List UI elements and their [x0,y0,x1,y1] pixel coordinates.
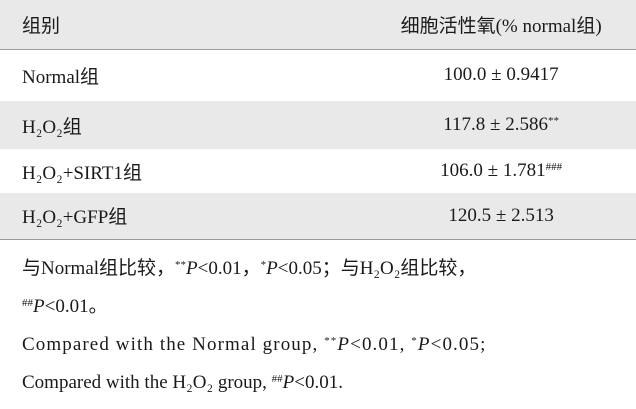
note-p: P [33,295,45,317]
value: 120.5 ± 2.513 [448,204,554,226]
note-p: P [417,333,431,355]
value: 117.8 ± 2.586 [443,114,548,135]
note-p: P [266,257,278,279]
note-text: <0.01, [350,333,412,355]
group-cell: H₂O₂+SIRT1组 [22,162,142,184]
notes: 与Normal组比较，**P<0.01，*P<0.05；与H₂O₂组比较， ##P… [0,240,636,400]
note-text: 与Normal组比较， [22,257,176,279]
row: H₂O₂+SIRT1组 106.0 ± 1.781### [0,149,636,193]
value-cell: 100.0 ± 0.9417 [166,49,636,101]
row: Normal组 100.0 ± 0.9417 [0,49,636,101]
note-mark: * [411,334,418,347]
note-mark: ## [22,296,33,309]
significance-mark: ### [545,161,563,173]
note-mark: ** [324,334,338,347]
note: Compared with the Normal group, **P<0.01… [22,324,614,362]
row: H₂O₂组 117.8 ± 2.586** [0,101,636,149]
note-mark: ** [175,258,187,271]
significance-mark: ** [547,115,559,127]
note-text: <0.01， [197,257,261,279]
data-table: 组别 细胞活性氧(% normal组) Normal组 100.0 ± 0.94… [0,0,636,240]
value-cell: 106.0 ± 1.781### [166,149,636,193]
note-text: <0.01. [294,371,343,393]
note: Compared with the H₂O₂ group, ##P<0.01. [22,362,614,400]
group-cell: H₂O₂+GFP组 [22,207,128,229]
note-p: P [282,371,295,393]
note: 与Normal组比较，**P<0.01，*P<0.05；与H₂O₂组比较， ##P… [22,248,614,324]
note-mark: * [260,258,267,271]
note-p: P [337,333,351,355]
header-cell: 细胞活性氧(% normal组) [400,15,602,37]
value: 106.0 ± 1.781 [440,160,546,181]
header-cell: 组别 [22,15,61,37]
group-cell: H₂O₂组 [22,116,82,138]
note-text: <0.05；与H₂O₂组比较， [277,257,477,279]
note-text: Compared with the H₂O₂ group, [22,371,272,393]
note-text: Compared with the Normal group, [22,333,325,355]
row: H₂O₂+GFP组 120.5 ± 2.513 [0,193,636,239]
note-text: <0.01。 [44,295,108,317]
value: 100.0 ± 0.9417 [443,64,559,86]
note-text: <0.05; [430,333,487,355]
note-p: P [186,257,198,279]
value-cell: 117.8 ± 2.586** [166,101,636,149]
group-cell: Normal组 [22,66,100,88]
value-cell: 120.5 ± 2.513 [166,193,636,239]
header-row: 组别 细胞活性氧(% normal组) [0,0,636,49]
note-mark: ## [271,372,283,385]
